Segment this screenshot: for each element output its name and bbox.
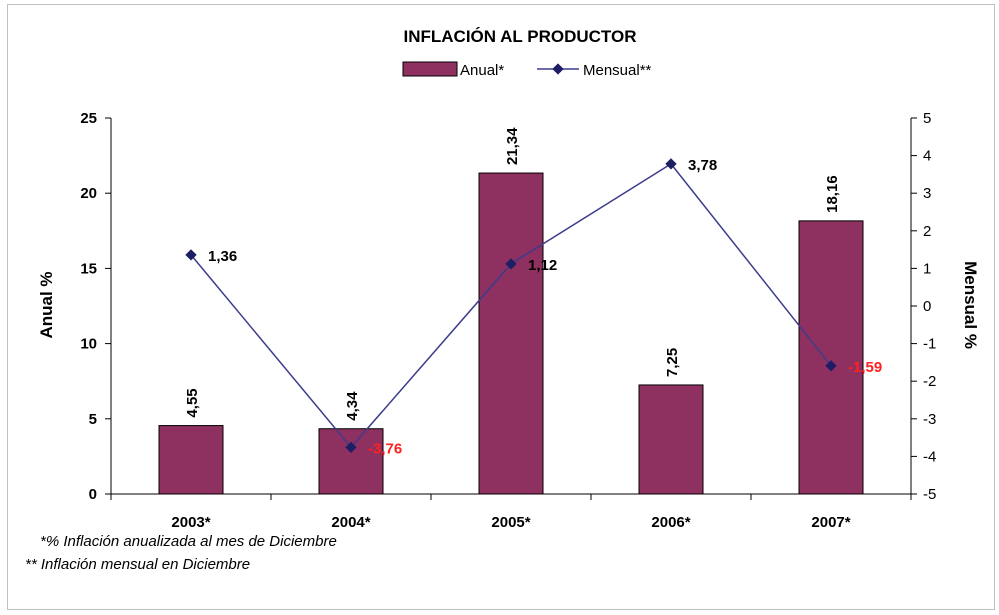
y-right-tick-label: 2	[923, 223, 931, 240]
x-tick-label: 2005*	[491, 514, 530, 531]
y-right-tick-label: 1	[923, 260, 931, 277]
y-right-tick-label: 0	[923, 298, 931, 315]
y-right-tick-label: -1	[923, 336, 936, 353]
y-left-tick-label: 20	[80, 185, 97, 202]
y-right-tick-label: 4	[923, 148, 931, 165]
x-tick-label: 2003*	[171, 514, 210, 531]
bar-data-label: 18,16	[824, 175, 841, 213]
bar-data-label: 21,34	[504, 127, 521, 165]
mensual-point	[505, 258, 517, 270]
mensual-data-label: -1,59	[848, 359, 882, 376]
footnote-annual: *% Inflación anualizada al mes de Diciem…	[40, 533, 337, 550]
mensual-data-label: 1,12	[528, 257, 557, 274]
mensual-data-label: -3,76	[368, 440, 402, 457]
x-tick-label: 2007*	[811, 514, 850, 531]
y-left-tick-label: 10	[80, 336, 97, 353]
bar-data-label: 4,34	[344, 391, 361, 421]
y-right-tick-label: -2	[923, 373, 936, 390]
legend-bar-swatch	[402, 61, 458, 77]
footnote-monthly: ** Inflación mensual en Diciembre	[25, 556, 251, 573]
mensual-point	[665, 158, 677, 170]
y-right-tick-label: -5	[923, 486, 936, 503]
y-left-tick-label: 25	[80, 110, 97, 127]
y-left-tick-label: 15	[80, 260, 97, 277]
chart-title: INFLACIÓN AL PRODUCTOR	[404, 27, 637, 46]
y-left-tick-label: 5	[89, 411, 97, 428]
mensual-point	[185, 249, 197, 261]
legend-line-label: Mensual**	[583, 62, 652, 79]
mensual-point	[345, 441, 357, 454]
bar	[478, 172, 544, 495]
y-right-tick-label: -4	[923, 448, 936, 465]
y-right-tick-label: 5	[923, 110, 931, 127]
x-tick-label: 2004*	[331, 514, 370, 531]
y-axis-right-label: Mensual %	[961, 261, 980, 349]
bar	[798, 220, 864, 495]
bar-data-label: 7,25	[664, 348, 681, 377]
mensual-point	[825, 360, 837, 372]
legend-bar-label: Anual*	[460, 62, 504, 79]
bar	[318, 428, 384, 495]
plot-area: 4,55 4,3421,347,2518,160510152025-5-4-3-2…	[80, 110, 936, 531]
y-left-tick-label: 0	[89, 486, 97, 503]
mensual-data-label: 3,78	[688, 157, 717, 174]
mensual-data-label: 1,36	[208, 248, 237, 265]
bar-data-label: 4,55	[184, 388, 201, 417]
legend-line-marker	[552, 63, 564, 75]
y-right-tick-label: -3	[923, 411, 936, 428]
y-axis-left-label: Anual %	[37, 271, 56, 338]
bar	[158, 425, 224, 495]
x-tick-label: 2006*	[651, 514, 690, 531]
bar	[638, 384, 704, 495]
legend: Anual* Mensual**	[402, 61, 652, 79]
y-right-tick-label: 3	[923, 185, 931, 202]
